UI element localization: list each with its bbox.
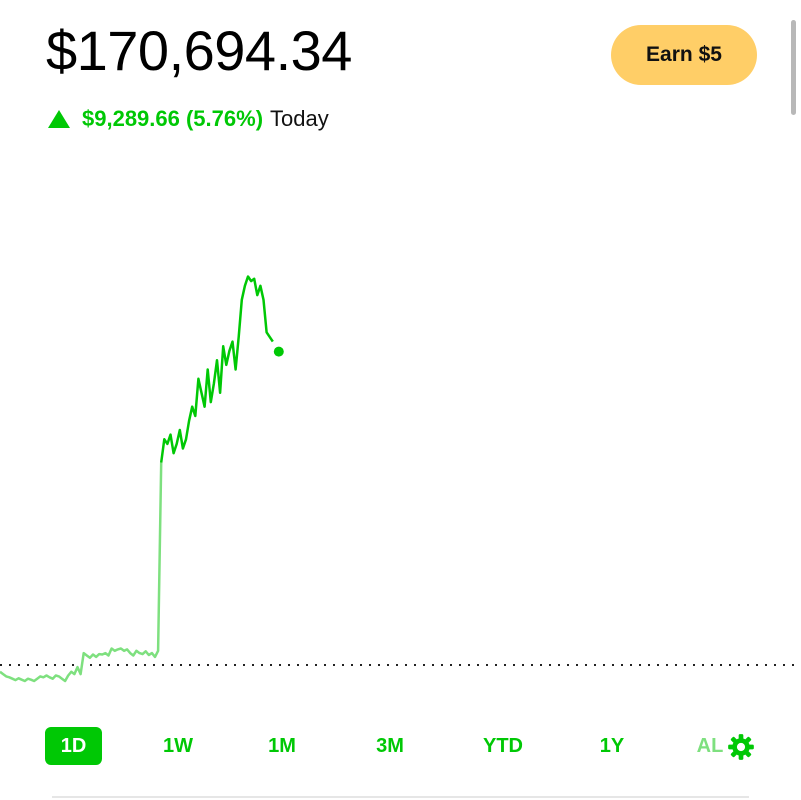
gear-icon[interactable]	[727, 733, 755, 761]
chart-line-recent	[159, 275, 274, 463]
tab-ytd[interactable]: YTD	[483, 735, 523, 757]
time-range-tabs: 1D 1W 1M 3M YTD 1Y AL	[0, 727, 801, 769]
triangle-up-icon	[48, 110, 70, 128]
tab-1m[interactable]: 1M	[268, 735, 296, 757]
chart-line-early	[0, 462, 163, 683]
change-period-label: Today	[270, 106, 329, 131]
tab-1y[interactable]: 1Y	[599, 735, 625, 757]
portfolio-chart[interactable]	[0, 150, 801, 710]
daily-change-row: $9,289.66 (5.76%) Today	[48, 104, 329, 134]
tab-1d[interactable]: 1D	[45, 727, 102, 765]
tab-3m[interactable]: 3M	[376, 735, 404, 757]
tab-1w[interactable]: 1W	[163, 735, 193, 757]
divider	[52, 796, 749, 798]
current-value-dot	[273, 346, 284, 357]
scrollbar[interactable]	[791, 20, 796, 115]
change-amount: $9,289.66 (5.76%)	[82, 106, 264, 131]
tab-all[interactable]: AL	[696, 735, 724, 757]
earn-button[interactable]: Earn $5	[611, 25, 757, 85]
portfolio-balance: $170,694.34	[46, 19, 352, 82]
